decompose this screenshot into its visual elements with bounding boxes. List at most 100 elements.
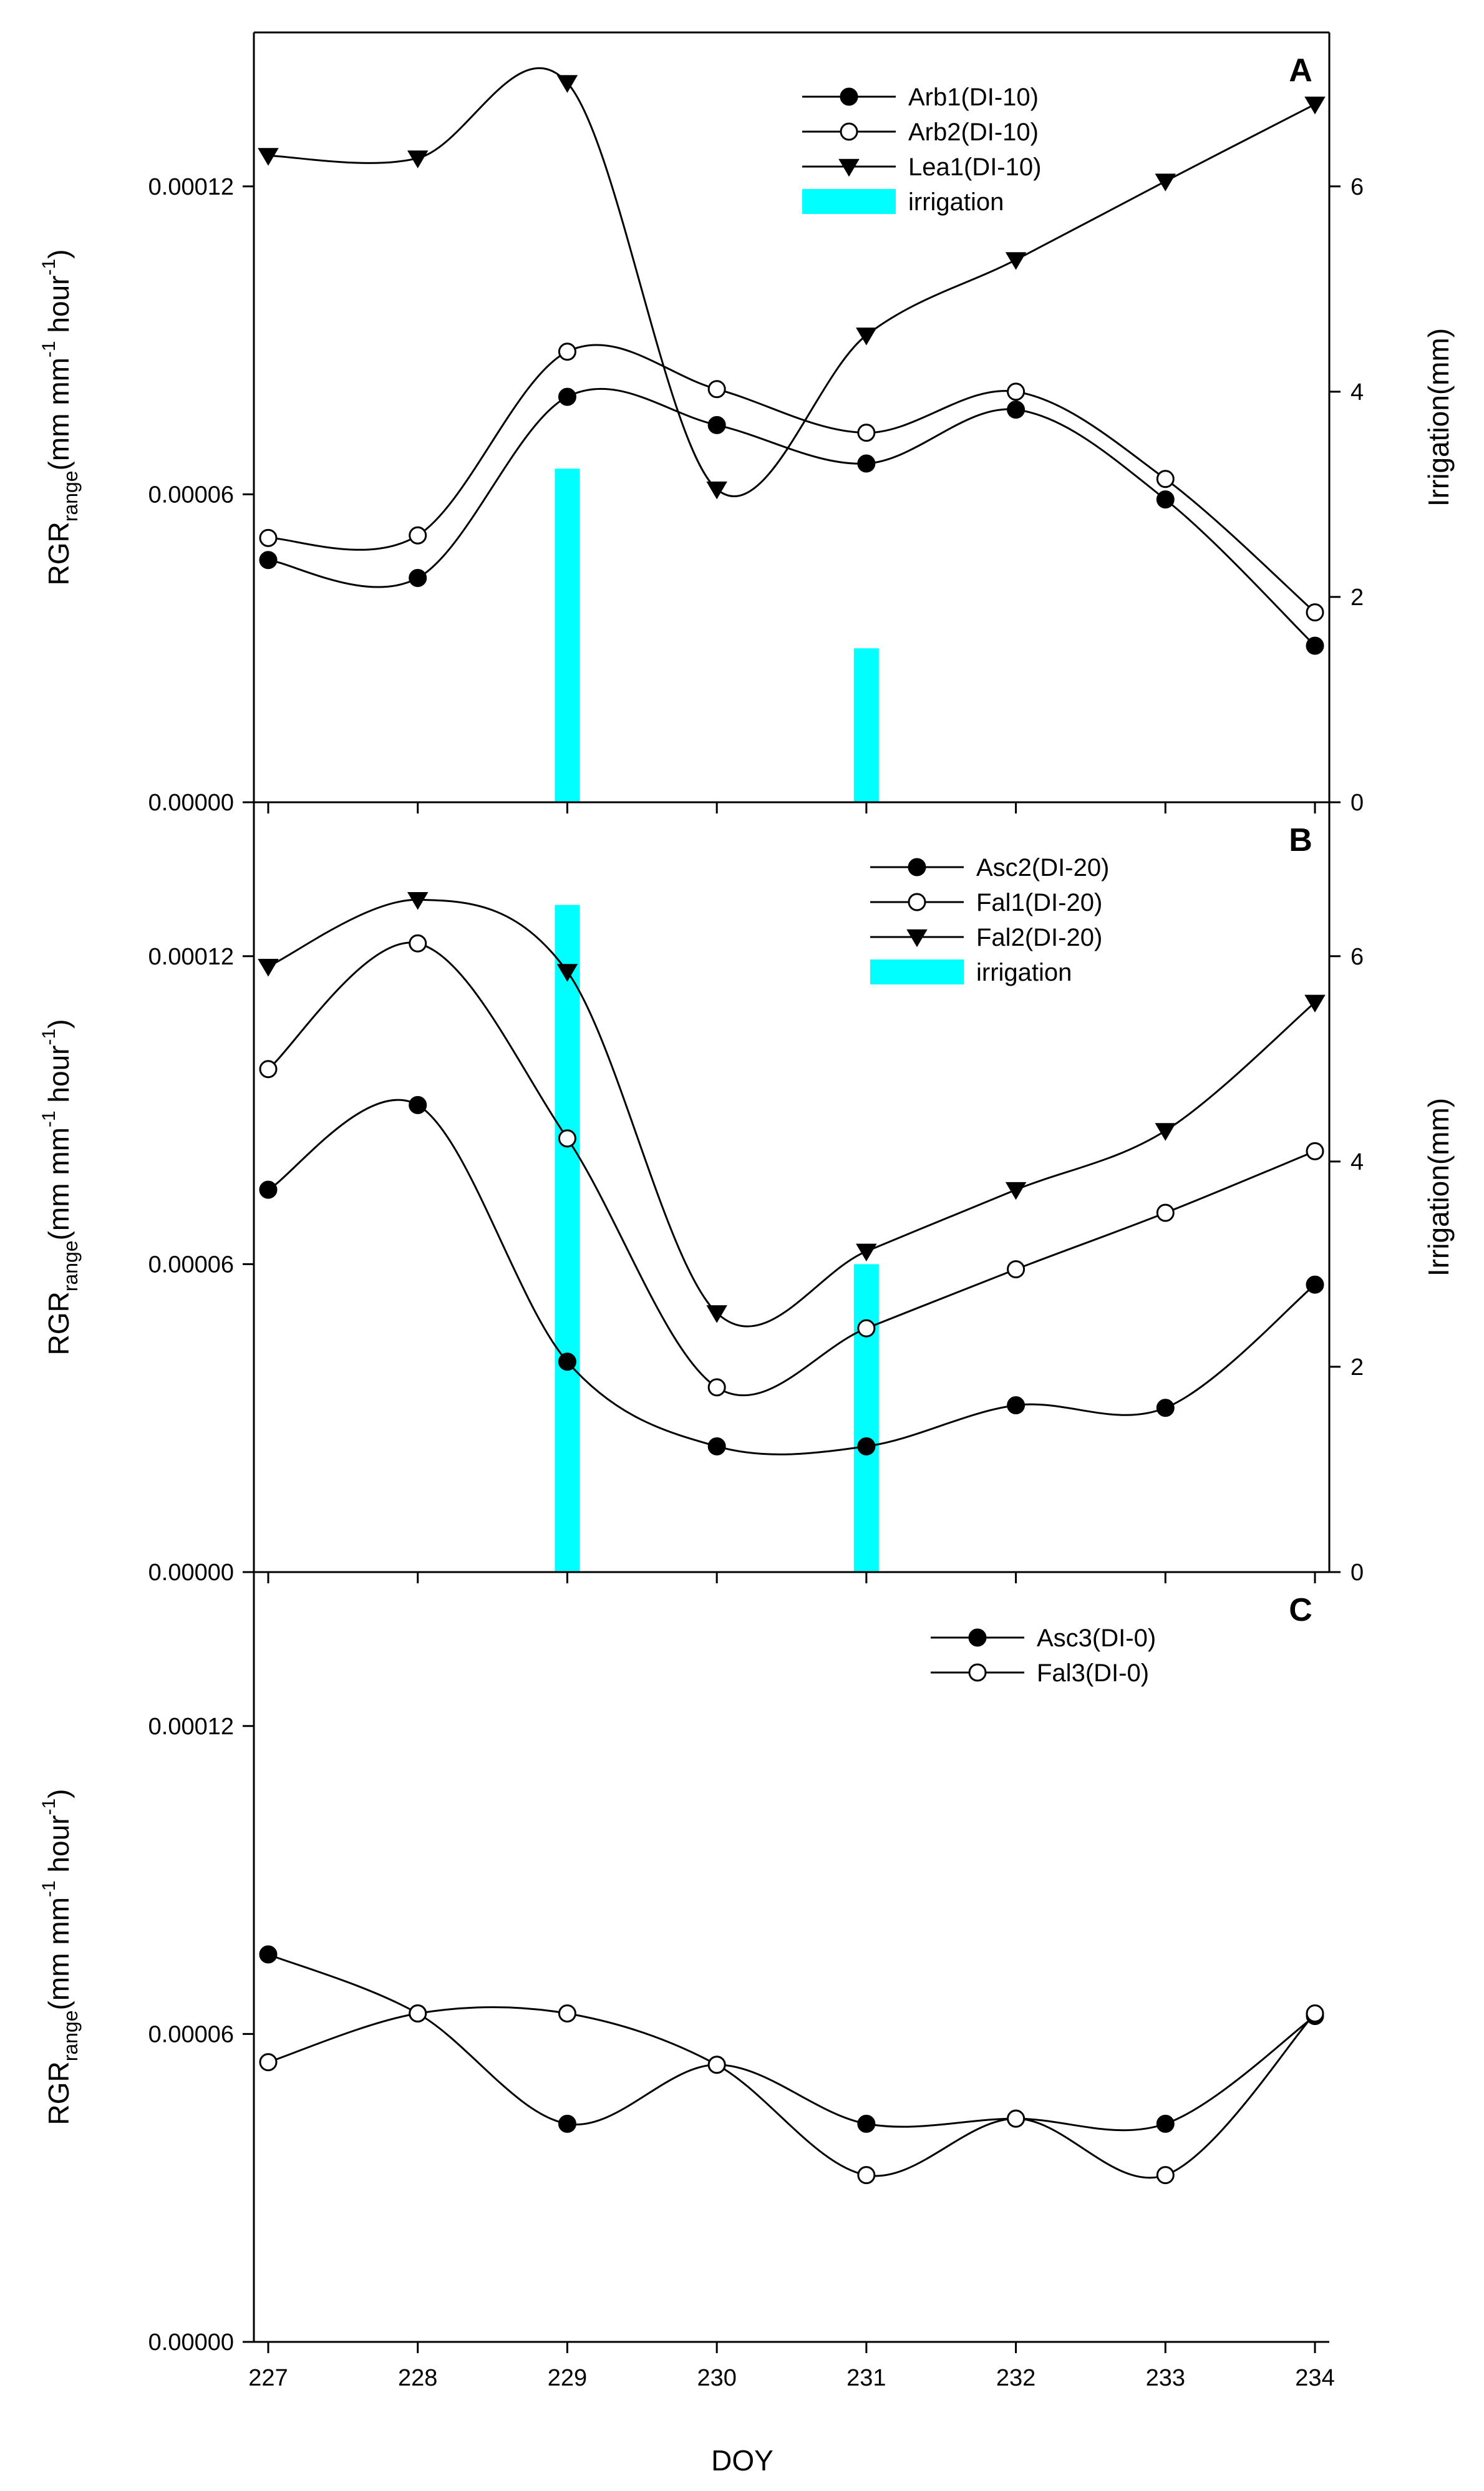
data-point bbox=[407, 892, 429, 910]
y2-tick-label: 0 bbox=[1351, 790, 1364, 816]
legend-label: Arb1(DI-10) bbox=[908, 84, 1039, 111]
data-point bbox=[706, 481, 727, 500]
data-point bbox=[1155, 173, 1176, 192]
legend-label: Asc2(DI-20) bbox=[976, 854, 1109, 881]
x-tick-label: 234 bbox=[1295, 2365, 1334, 2391]
data-point bbox=[1306, 1142, 1324, 1160]
data-point bbox=[857, 454, 876, 473]
data-point bbox=[558, 2114, 576, 2133]
data-point bbox=[558, 387, 576, 406]
x-tick-label: 227 bbox=[248, 2365, 288, 2391]
y-axis-title: RGRrange(mm mm-1 hour-1) bbox=[39, 249, 82, 585]
data-point bbox=[857, 1319, 876, 1338]
legend-swatch bbox=[870, 959, 964, 984]
data-point bbox=[1005, 1182, 1027, 1200]
data-point bbox=[409, 934, 427, 953]
y2-tick-label: 6 bbox=[1351, 944, 1364, 970]
y-axis-title: RGRrange(mm mm-1 hour-1) bbox=[39, 1019, 82, 1355]
data-point bbox=[558, 1352, 576, 1371]
data-point bbox=[1007, 1396, 1026, 1415]
legend: Arb1(DI-10) Arb2(DI-10) Lea1(DI-10) irrigat… bbox=[802, 84, 1041, 216]
data-point bbox=[1156, 1203, 1175, 1222]
legend-label: Arb2(DI-10) bbox=[908, 119, 1039, 146]
legend-marker bbox=[968, 1663, 987, 1682]
legend-label: Fal2(DI-20) bbox=[976, 924, 1102, 951]
series-line bbox=[268, 1953, 1316, 2132]
data-point bbox=[1304, 96, 1326, 115]
legend-label: Asc3(DI-0) bbox=[1037, 1624, 1156, 1652]
legend-swatch bbox=[802, 189, 896, 214]
panel-label: B bbox=[1289, 822, 1312, 858]
data-point bbox=[1306, 2004, 1324, 2022]
y2-axis-title: Irrigation(mm) bbox=[1422, 1098, 1455, 1276]
series-line bbox=[268, 387, 1316, 647]
data-point bbox=[857, 424, 876, 442]
data-point bbox=[409, 2004, 427, 2022]
panel-label: A bbox=[1289, 52, 1312, 89]
data-point bbox=[259, 1180, 278, 1199]
legend: Asc3(DI-0) Fal3(DI-0) bbox=[931, 1624, 1156, 1687]
irrigation-bar bbox=[853, 648, 879, 802]
y-tick-label: 0.00006 bbox=[148, 2021, 234, 2047]
legend-marker bbox=[968, 1628, 987, 1647]
panel-c: 0.00000 0.00006 0.00012 227 228 229 230 231 232 2… bbox=[39, 1572, 1335, 2391]
y2-tick-label: 4 bbox=[1351, 1149, 1364, 1175]
data-point bbox=[1156, 2114, 1175, 2133]
data-point bbox=[1007, 382, 1026, 401]
y-axis-title: RGRrange(mm mm-1 hour-1) bbox=[39, 1789, 82, 2125]
legend: Asc2(DI-20) Fal1(DI-20) Fal2(DI-20) irrigat… bbox=[870, 854, 1109, 986]
data-point bbox=[259, 1060, 278, 1079]
data-point bbox=[856, 328, 877, 346]
data-point bbox=[259, 551, 278, 570]
series-line bbox=[268, 67, 1316, 497]
data-point bbox=[259, 1945, 278, 1964]
x-tick-label: 232 bbox=[996, 2365, 1035, 2391]
y2-tick-label: 6 bbox=[1351, 174, 1364, 200]
y-tick-label: 0.00000 bbox=[148, 790, 234, 816]
legend-label: irrigation bbox=[908, 188, 1004, 216]
irrigation-bar bbox=[555, 905, 580, 1572]
series-line bbox=[268, 898, 1316, 1328]
data-point bbox=[1306, 1275, 1324, 1294]
panel-b: 0.00000 0.00006 0.00012 0 2 4 6 Irrigation(mm) R… bbox=[39, 802, 1455, 1586]
data-point bbox=[707, 2056, 726, 2074]
data-point bbox=[558, 2004, 576, 2022]
data-point bbox=[556, 964, 578, 982]
y2-tick-label: 4 bbox=[1351, 379, 1364, 405]
data-point bbox=[1304, 994, 1326, 1013]
x-tick-label: 231 bbox=[846, 2365, 886, 2391]
data-point bbox=[259, 2053, 278, 2072]
y-tick-label: 0.00006 bbox=[148, 482, 234, 508]
data-point bbox=[857, 2166, 876, 2185]
y2-tick-label: 0 bbox=[1351, 1560, 1364, 1586]
data-point bbox=[1007, 1260, 1026, 1279]
data-point bbox=[556, 75, 578, 93]
data-point bbox=[1156, 2166, 1175, 2185]
data-point bbox=[857, 1437, 876, 1455]
data-point bbox=[258, 959, 279, 977]
y-tick-label: 0.00012 bbox=[148, 1714, 234, 1740]
data-point bbox=[706, 1305, 727, 1323]
data-point bbox=[258, 148, 279, 166]
data-point bbox=[1007, 2109, 1026, 2128]
chart-panels: 0.00000 0.00006 0.00012 0 2 4 6 Irrigation(mm) R… bbox=[39, 31, 1455, 2391]
series-line bbox=[268, 1099, 1316, 1455]
data-point bbox=[857, 2114, 876, 2133]
y-tick-label: 0.00006 bbox=[148, 1251, 234, 1278]
series-line bbox=[268, 2006, 1316, 2179]
legend-marker bbox=[906, 929, 928, 948]
data-point bbox=[558, 342, 576, 361]
x-tick-label: 230 bbox=[697, 2365, 736, 2391]
panel-a: 0.00000 0.00006 0.00012 0 2 4 6 Irrigation(mm) R… bbox=[39, 31, 1455, 816]
panel-label: C bbox=[1289, 1592, 1312, 1628]
legend-marker bbox=[838, 158, 860, 177]
data-point bbox=[1007, 401, 1026, 419]
data-point bbox=[1005, 252, 1027, 270]
data-point bbox=[1156, 490, 1175, 509]
data-point bbox=[1306, 603, 1324, 622]
y-tick-label: 0.00000 bbox=[148, 2329, 234, 2356]
x-tick-label: 233 bbox=[1146, 2365, 1185, 2391]
legend-marker bbox=[840, 87, 858, 106]
data-point bbox=[558, 1129, 576, 1148]
